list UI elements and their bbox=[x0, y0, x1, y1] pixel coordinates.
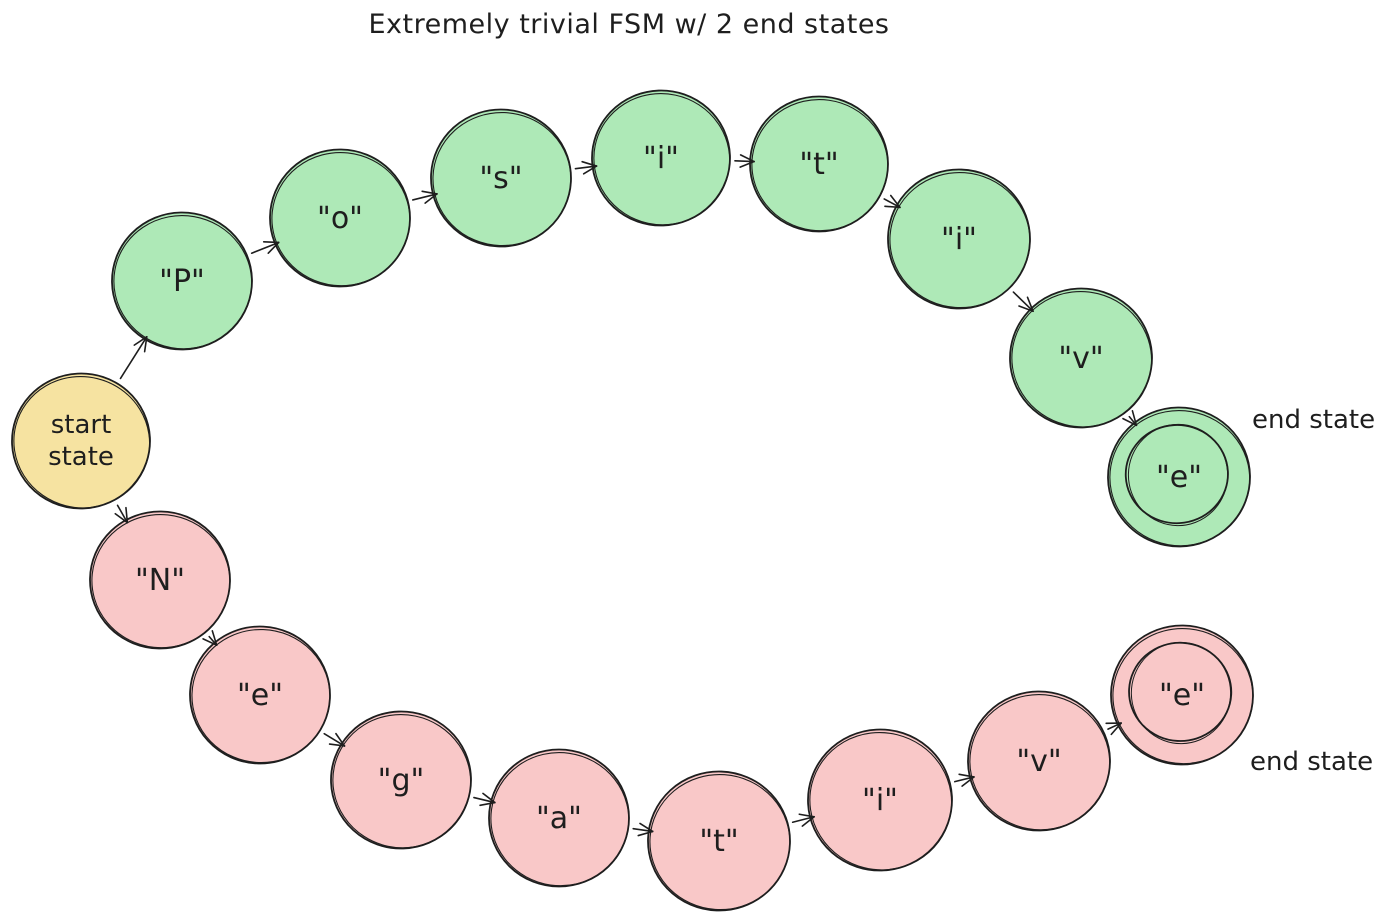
state-label: "a" bbox=[536, 801, 582, 836]
arrowhead bbox=[1131, 410, 1138, 427]
arrowhead bbox=[739, 154, 755, 163]
arrowhead bbox=[125, 506, 129, 524]
arrowhead bbox=[479, 801, 496, 807]
state-a: "a" bbox=[488, 748, 630, 888]
state-start: start state bbox=[11, 372, 151, 510]
state-label: "v" bbox=[1016, 744, 1061, 779]
arrowhead bbox=[889, 194, 901, 209]
state-v1: "v" bbox=[1009, 287, 1153, 429]
arrow-t1-i2 bbox=[883, 194, 901, 209]
transition-arrows bbox=[114, 154, 1138, 837]
arrowhead bbox=[801, 815, 815, 827]
arrowhead bbox=[114, 512, 129, 524]
arrowhead bbox=[884, 205, 901, 209]
state-s: "s" bbox=[430, 108, 572, 248]
arrow-p-o bbox=[250, 241, 280, 255]
state-v2: "v" bbox=[967, 690, 1111, 832]
state-t1: "t" bbox=[749, 95, 889, 233]
arrowhead bbox=[961, 776, 975, 787]
state-t2: "t" bbox=[647, 770, 791, 912]
diagram-title: Extremely trivial FSM w/ 2 end states bbox=[368, 9, 890, 40]
arrowhead bbox=[133, 336, 148, 346]
arrow-i2-v1 bbox=[1012, 291, 1034, 313]
state-label: "s" bbox=[479, 161, 522, 196]
arrow-v2-e3 bbox=[1105, 722, 1122, 736]
arrow-i3-v2 bbox=[953, 773, 975, 787]
state-label: "t" bbox=[799, 147, 838, 182]
arrow-s-i1 bbox=[574, 160, 598, 175]
state-n: "N" bbox=[89, 510, 231, 650]
arrowhead bbox=[267, 241, 280, 254]
state-label: "e" bbox=[1159, 678, 1205, 713]
state-g: "g" bbox=[330, 710, 472, 850]
state-p: "P" bbox=[111, 211, 253, 351]
state-e1: "e" bbox=[1107, 406, 1251, 548]
arrowhead bbox=[639, 822, 654, 833]
state-label: "v" bbox=[1058, 341, 1103, 376]
arrowhead bbox=[1122, 417, 1138, 427]
arrow-g-a bbox=[473, 792, 496, 807]
arrow-e2-g bbox=[323, 732, 346, 747]
arrowhead bbox=[328, 743, 346, 747]
arrow-t2-i3 bbox=[791, 813, 815, 827]
state-label: "g" bbox=[378, 763, 425, 798]
arrowhead bbox=[637, 830, 654, 837]
arrowhead bbox=[739, 160, 755, 168]
arrow-o-s bbox=[411, 190, 438, 204]
arrowhead bbox=[421, 190, 438, 195]
end-state-annotation-pink: end state bbox=[1250, 747, 1374, 777]
state-label: "i" bbox=[643, 141, 679, 176]
state-label: "o" bbox=[317, 201, 363, 236]
state-o: "o" bbox=[269, 148, 411, 288]
state-e2: "e" bbox=[189, 625, 331, 765]
state-label: "P" bbox=[159, 264, 205, 299]
arrowhead bbox=[202, 638, 218, 646]
arrow-a-t2 bbox=[632, 822, 654, 837]
state-label: "t" bbox=[699, 824, 738, 859]
state-e3: "e" bbox=[1110, 624, 1254, 766]
arrowhead bbox=[262, 241, 280, 244]
arrowhead bbox=[482, 792, 496, 804]
state-label: "i" bbox=[941, 222, 977, 257]
arrow-v1-e1 bbox=[1122, 410, 1138, 427]
state-i2: "i" bbox=[887, 168, 1031, 310]
state-label: "e" bbox=[237, 678, 283, 713]
arrowhead bbox=[1026, 296, 1034, 313]
arrowhead bbox=[335, 732, 346, 747]
arrow-n-e2 bbox=[202, 630, 218, 646]
end-state-annotation-green: end state bbox=[1252, 405, 1376, 435]
arrowhead bbox=[211, 630, 218, 646]
arrowhead bbox=[581, 160, 598, 167]
arrowhead bbox=[958, 773, 975, 778]
arrow-i1-t1 bbox=[734, 154, 755, 168]
state-i3: "i" bbox=[807, 728, 953, 872]
state-i1: "i" bbox=[591, 89, 731, 227]
arrow-start-n bbox=[114, 504, 129, 524]
arrowhead bbox=[1018, 305, 1034, 313]
arrow-start-p bbox=[119, 336, 148, 380]
state-label: "i" bbox=[862, 783, 898, 818]
arrowhead bbox=[424, 193, 438, 204]
state-label: "e" bbox=[1156, 460, 1202, 495]
arrowhead bbox=[1110, 722, 1122, 736]
state-nodes: start state "P" "o" "s" "i" "t" "i" "v" "e" "N" "e"… bbox=[11, 89, 1254, 912]
arrowhead bbox=[143, 336, 148, 353]
arrowhead bbox=[582, 165, 598, 175]
state-label: start state bbox=[48, 410, 114, 472]
state-label: "N" bbox=[135, 563, 185, 598]
arrowhead bbox=[798, 813, 815, 818]
